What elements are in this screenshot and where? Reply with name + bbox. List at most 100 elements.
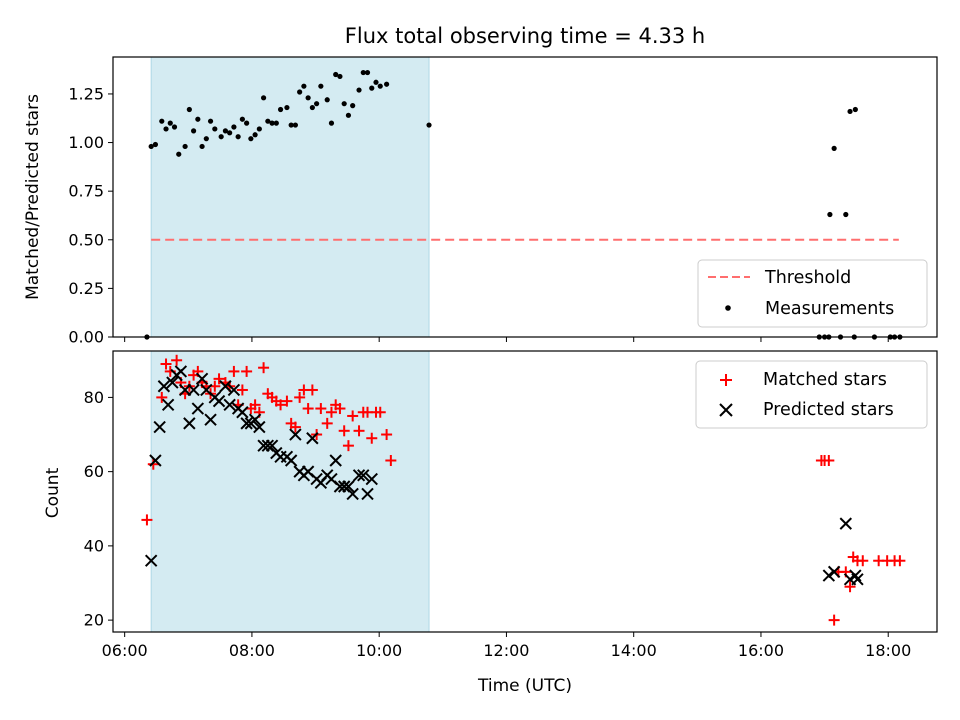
measurement-point — [203, 136, 209, 142]
matched-star-point — [213, 373, 225, 385]
measurement-point — [292, 122, 299, 128]
matched-star-point — [381, 429, 393, 441]
matched-star-point — [844, 581, 856, 593]
top-ytick-label: 0.50 — [68, 230, 104, 249]
measurement-point — [364, 69, 371, 76]
measurement-point — [852, 106, 858, 113]
measurement-point — [218, 134, 224, 140]
measurement-point — [235, 134, 241, 140]
predicted-star-point — [212, 394, 226, 408]
predicted-star-point — [342, 480, 355, 493]
predicted-star-point — [227, 383, 241, 397]
matched-star-point — [241, 365, 253, 377]
top-legend-box — [697, 259, 928, 328]
measurement-point — [337, 73, 343, 80]
predicted-star-point — [191, 402, 205, 415]
matched-star-point — [342, 440, 354, 452]
measurement-point — [284, 104, 290, 111]
predicted-star-point — [329, 454, 342, 467]
measurement-point — [227, 130, 233, 136]
chart-title: Flux total observing time = 4.33 h — [345, 24, 705, 48]
measurement-point — [426, 122, 432, 128]
measurement-point — [277, 106, 284, 113]
matched-star-point — [321, 417, 333, 429]
predicted-star-point — [822, 569, 836, 582]
bottom-panel: 20 40 60 80 06:00 08:00 10:00 12:00 14:00 16:00 1… — [43, 350, 938, 696]
matched-stars-series — [141, 354, 906, 626]
matched-star-point — [275, 399, 287, 411]
predicted-star-point — [223, 398, 236, 412]
bottom-xtick-label: 16:00 — [738, 641, 784, 660]
measurement-point — [231, 124, 237, 130]
observing-span-top — [150, 56, 430, 338]
top-ytick-label: 0.00 — [68, 328, 104, 347]
measurement-point — [195, 116, 201, 122]
bottom-ytick-label: 60 — [84, 462, 104, 481]
predicted-star-point — [265, 439, 279, 452]
threshold-legend-label: Threshold — [764, 268, 851, 288]
matched-star-point — [315, 403, 327, 415]
predicted-star-point — [357, 469, 370, 482]
predicted-star-point — [365, 472, 378, 486]
predicted-star-point — [174, 365, 188, 378]
predicted-star-point — [248, 413, 262, 426]
matched-star-point — [353, 425, 365, 437]
measurement-point — [356, 87, 362, 93]
measurement-point — [377, 83, 383, 89]
measurement-point — [212, 126, 218, 132]
measurement-point — [369, 85, 375, 91]
x-axis-label: Time (UTC) — [477, 676, 572, 696]
top-ytick-label: 0.25 — [68, 279, 104, 298]
predicted-star-point — [849, 569, 862, 582]
matched-star-point — [236, 384, 248, 396]
predicted-star-point — [236, 406, 249, 419]
predicted-star-point — [157, 380, 171, 393]
measurement-point — [182, 143, 188, 150]
top-axes-frame — [112, 56, 938, 338]
predicted-star-point — [240, 417, 253, 430]
measurement-point — [305, 95, 311, 101]
measurement-point — [176, 151, 182, 157]
measurement-point — [827, 211, 833, 218]
measurement-point — [207, 118, 214, 124]
predicted-star-point — [166, 376, 179, 389]
predicted-legend-swatch — [719, 403, 733, 417]
measurement-point — [199, 143, 205, 150]
measurement-point — [252, 132, 258, 138]
measurement-point — [360, 69, 366, 76]
matched-star-point — [258, 362, 270, 374]
measurement-point — [373, 79, 379, 85]
measurement-point — [248, 136, 254, 142]
measurement-point — [186, 106, 192, 113]
matched-star-point — [171, 354, 183, 366]
measurement-point — [384, 81, 390, 87]
matched-star-point — [374, 406, 386, 418]
matched-star-point — [249, 399, 261, 411]
predicted-star-point — [187, 383, 200, 397]
measurement-point — [190, 128, 197, 134]
matched-star-point — [857, 555, 869, 567]
measurement-point — [314, 101, 320, 107]
matched-star-point — [147, 458, 159, 470]
matched-star-point — [156, 391, 168, 403]
predicted-star-point — [183, 417, 196, 430]
matched-star-point — [289, 421, 301, 433]
measurement-point — [163, 126, 169, 132]
bottom-ytick-label: 20 — [84, 611, 104, 630]
matched-star-point — [325, 406, 337, 418]
top-y-axis-label: Matched/Predicted stars — [23, 94, 43, 300]
matched-star-point — [281, 395, 293, 407]
measurement-point — [260, 95, 267, 101]
bottom-xtick-label: 06:00 — [102, 641, 148, 660]
measurement-point — [222, 128, 229, 134]
predicted-star-point — [839, 517, 853, 530]
measurement-point — [167, 120, 173, 126]
measurement-point — [288, 122, 294, 128]
measurement-point — [152, 141, 159, 148]
matched-legend-label: Matched stars — [763, 370, 887, 390]
bottom-xtick-label: 10:00 — [356, 641, 402, 660]
bottom-y-ticks: 20 40 60 80 — [84, 388, 113, 630]
bottom-y-axis-label: Count — [43, 467, 63, 518]
top-legend: Threshold Measurements — [697, 259, 928, 328]
predicted-star-point — [204, 413, 217, 426]
